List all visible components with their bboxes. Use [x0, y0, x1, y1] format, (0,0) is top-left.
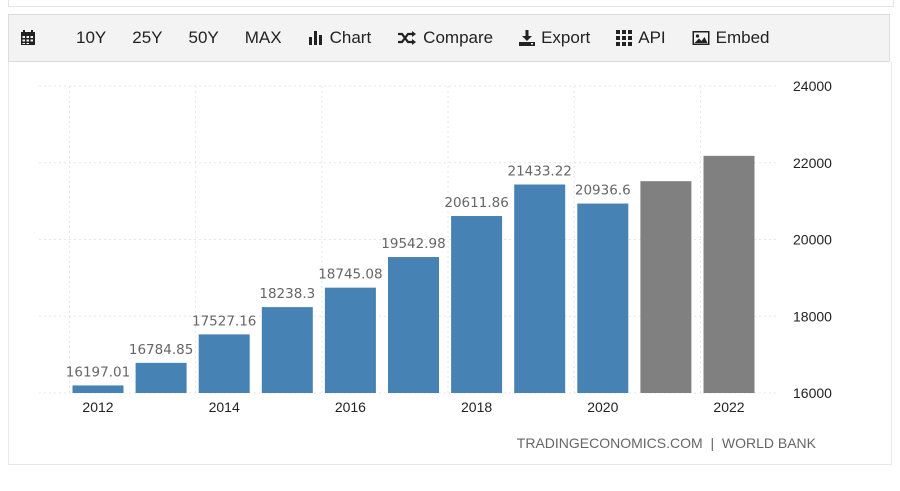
export-button[interactable]: Export	[519, 14, 590, 62]
range-max-button[interactable]: MAX	[245, 14, 282, 62]
api-label: API	[638, 28, 666, 47]
shuffle-icon	[397, 30, 417, 46]
bar-2020[interactable]	[577, 203, 629, 393]
data-label-2013: 16784.85	[129, 342, 193, 358]
x-tick-label: 2012	[82, 399, 113, 415]
grid-icon	[616, 30, 633, 46]
bar-2019[interactable]	[514, 184, 566, 393]
chart-panel: 16197.01 16784.85 17527.16 18238.3 18745.08 1…	[8, 62, 892, 465]
range-50y-label: 50Y	[188, 28, 219, 47]
calendar-icon	[20, 30, 36, 46]
download-icon	[519, 30, 536, 46]
source-credit[interactable]: TRADINGECONOMICS.COM | WORLD BANK	[517, 435, 817, 451]
x-tick-label: 2016	[335, 399, 366, 415]
bar-2022[interactable]	[703, 155, 755, 393]
range-25y-button[interactable]: 25Y	[132, 14, 162, 62]
range-10y-button[interactable]: 10Y	[76, 14, 106, 62]
embed-button[interactable]: Embed	[692, 14, 770, 62]
data-label-2020: 20936.6	[575, 183, 631, 199]
bar-2015[interactable]	[261, 307, 313, 393]
export-label: Export	[541, 28, 591, 47]
y-tick-label: 18000	[793, 308, 832, 324]
range-25y-label: 25Y	[132, 28, 163, 47]
x-tick-label: 2014	[209, 399, 240, 415]
image-icon	[692, 30, 710, 46]
y-tick-label: 16000	[793, 385, 832, 401]
chart-type-button[interactable]: Chart	[308, 14, 372, 62]
compare-button[interactable]: Compare	[397, 14, 493, 62]
range-max-label: MAX	[244, 28, 282, 47]
x-tick-label: 2022	[713, 399, 744, 415]
bar-2018[interactable]	[451, 216, 503, 393]
range-50y-button[interactable]: 50Y	[189, 14, 219, 62]
x-tick-label: 2020	[587, 399, 618, 415]
x-tick-label: 2018	[461, 399, 492, 415]
data-label-2014: 17527.16	[192, 313, 256, 329]
y-tick-label: 22000	[793, 155, 832, 171]
data-label-2019: 21433.22	[507, 164, 571, 180]
chart-toolbar: 10Y 25Y 50Y MAX Chart Compare	[8, 14, 890, 62]
data-label-2015: 18238.3	[259, 286, 315, 302]
top-panel-edge	[8, 0, 894, 7]
bar-2016[interactable]	[324, 287, 376, 393]
bars	[72, 155, 755, 393]
chart-type-label: Chart	[329, 28, 372, 47]
embed-label: Embed	[715, 28, 770, 47]
api-button[interactable]: API	[616, 14, 666, 62]
bar-2017[interactable]	[388, 257, 439, 393]
calendar-button[interactable]	[20, 14, 42, 62]
data-label-2017: 19542.98	[381, 236, 445, 252]
compare-label: Compare	[423, 28, 494, 47]
bar-chart-icon	[308, 30, 324, 46]
bar-2014[interactable]	[198, 334, 250, 393]
bar-2021[interactable]	[640, 181, 692, 393]
bar-2013[interactable]	[135, 362, 187, 393]
y-tick-label: 20000	[793, 232, 832, 248]
data-label-2018: 20611.86	[444, 195, 508, 211]
data-label-2016: 18745.08	[318, 267, 382, 283]
y-axis-ticks: 16000 18000 20000 22000 24000	[793, 78, 832, 401]
y-tick-label: 24000	[793, 78, 832, 94]
data-label-2012: 16197.01	[66, 364, 130, 380]
bar-2012[interactable]	[72, 385, 124, 393]
range-10y-label: 10Y	[76, 28, 107, 47]
x-axis-ticks: 2012 2014 2016 2018 2020 2022	[82, 399, 744, 415]
